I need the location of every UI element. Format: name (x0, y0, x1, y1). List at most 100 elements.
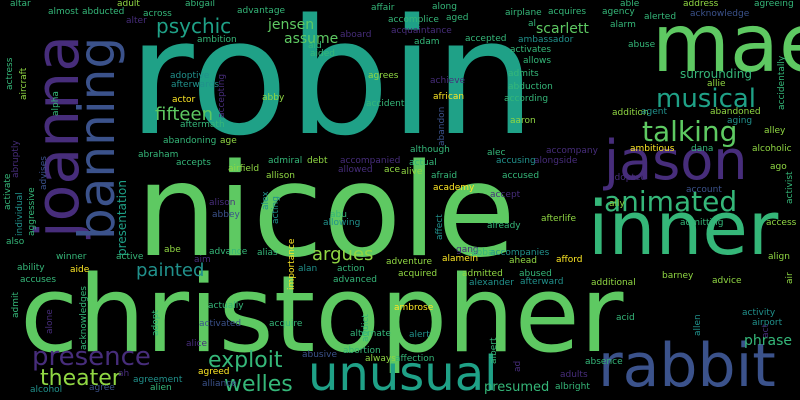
word-activity: activity (742, 308, 776, 318)
word-acquire: acquire (269, 319, 303, 329)
word-adoptive: adoptive (170, 71, 210, 81)
word-afterlife: afterlife (541, 214, 576, 224)
word-aftermath: aftermath (180, 120, 225, 130)
word-affection: affection (395, 354, 435, 364)
word-allowing: allowing (323, 218, 361, 228)
word-alex: alex (261, 191, 271, 210)
word-abducted: abducted (82, 7, 125, 17)
word-acting: acting (271, 196, 281, 224)
word-aged: aged (446, 13, 469, 23)
word-abandoning: abandoning (163, 136, 217, 146)
word-acknowledges: acknowledges (79, 286, 89, 350)
word-alice: alice (186, 339, 208, 349)
word-affect: affect (435, 214, 445, 240)
word-actress: actress (5, 57, 15, 90)
word-accident: accident (366, 99, 405, 109)
word-although: although (410, 145, 450, 155)
word-abu: abu (330, 210, 347, 220)
word-gang: gang (456, 245, 479, 255)
word-abusive: abusive (302, 350, 337, 360)
word-adults: adults (560, 370, 588, 380)
word-ambition: ambition (197, 35, 237, 45)
word-ambrose: ambrose (394, 303, 434, 313)
word-abortion: abortion (343, 346, 381, 356)
word-ah: ah (118, 369, 130, 379)
word-alison: alison (209, 198, 236, 208)
word-address: address (683, 0, 719, 9)
word-allison: allison (266, 171, 295, 181)
word-unusual: unusual (308, 346, 498, 400)
word-jensen: jensen (268, 17, 315, 33)
word-albert: albert (489, 337, 499, 365)
word-fifteen: fifteen (155, 104, 213, 125)
word-accepts: accepts (176, 158, 211, 168)
word-achieve: achieve (430, 76, 466, 86)
word-ahead: ahead (509, 256, 537, 266)
word-individual: individual (15, 192, 25, 236)
word-activist: activist (785, 171, 795, 204)
word-academy: academy (433, 183, 475, 193)
word-able: able (620, 0, 640, 9)
word-affair: affair (371, 3, 395, 13)
word-presence: presence (32, 342, 151, 372)
word-aaron: aaron (510, 116, 536, 126)
word-abruptly: abruptly (11, 140, 21, 178)
word-ace: ace (384, 165, 401, 175)
word-abraham: abraham (138, 150, 179, 160)
word-alongside: alongside (534, 156, 578, 166)
word-admit: admit (11, 291, 21, 318)
word-alternate: alternate (350, 329, 391, 339)
word-alley: alley (764, 126, 786, 136)
word-acquired: acquired (398, 269, 438, 279)
word-aim: aim (194, 255, 211, 265)
word-adopted: adopted (609, 173, 647, 183)
word-abduction: abduction (508, 82, 553, 92)
word-alert: alert (409, 330, 430, 340)
word-ally: ally (609, 199, 625, 209)
word-scarlett: scarlett (536, 21, 589, 37)
word-musical: musical (656, 84, 757, 114)
word-advantage: advantage (237, 6, 286, 16)
word-aboard: aboard (340, 30, 372, 40)
word-airfield: airfield (228, 164, 260, 174)
word-rabbit: rabbit (598, 331, 776, 400)
word-already: already (487, 221, 521, 231)
word-airport: airport (752, 318, 783, 328)
word-aid: aid (308, 41, 322, 51)
word-alan: alan (298, 264, 318, 274)
word-aggressive: aggressive (27, 187, 37, 236)
word-accepted: accepted (465, 34, 507, 44)
word-altar: altar (10, 0, 31, 9)
word-advanced: advanced (333, 275, 377, 285)
word-agreeing: agreeing (754, 0, 794, 9)
word-allows: allows (523, 56, 552, 66)
word-adventure: adventure (386, 257, 433, 267)
word-always: always (365, 354, 396, 364)
word-active: active (116, 252, 144, 262)
word-along: along (432, 2, 457, 12)
word-according: according (504, 94, 549, 104)
word-actor: actor (172, 95, 196, 105)
word-painted: painted (136, 260, 205, 281)
word-afraid: afraid (431, 171, 458, 181)
word-accuses: accuses (20, 275, 57, 285)
word-accompany: accompany (546, 146, 598, 156)
word-robin: robin (128, 0, 536, 171)
word-abbey: abbey (212, 210, 240, 220)
word-accepting: accepting (217, 73, 227, 118)
word-accidentally: accidentally (777, 55, 787, 110)
word-acquaintance: acquaintance (391, 26, 452, 36)
word-adopt: adopt (151, 310, 161, 336)
word-dana: dana (691, 144, 714, 154)
word-acid: acid (616, 313, 635, 323)
word-ambassador: ambassador (518, 35, 574, 45)
word-alone: alone (45, 309, 55, 334)
word-additional: additional (591, 278, 636, 288)
word-accusing: accusing (496, 156, 536, 166)
word-accused: accused (502, 171, 540, 181)
word-addict: addict (361, 314, 371, 342)
word-presumed: presumed (484, 380, 550, 395)
word-adam: adam (414, 37, 440, 47)
word-christopher: christopher (20, 253, 624, 376)
word-accompanies: accompanies (490, 248, 550, 258)
